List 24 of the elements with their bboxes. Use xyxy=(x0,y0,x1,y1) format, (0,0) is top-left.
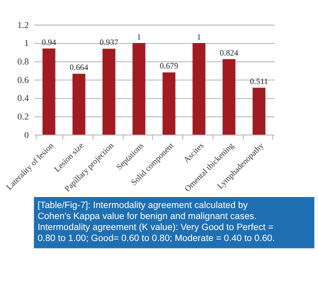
data-label: 1 xyxy=(196,32,202,42)
y-tick-label: 0.8 xyxy=(17,56,30,67)
y-tick-label: 1 xyxy=(24,38,30,48)
data-label: 0.937 xyxy=(100,38,118,48)
bar xyxy=(72,74,86,135)
y-tick-label: 1.2 xyxy=(17,20,30,30)
bar xyxy=(42,48,56,135)
bar xyxy=(132,42,146,135)
y-tick-label: 0.6 xyxy=(17,74,30,85)
bar xyxy=(222,59,236,135)
y-tick-label: 0 xyxy=(24,130,30,140)
bar xyxy=(162,72,176,135)
bar xyxy=(102,48,116,135)
data-label: 0.824 xyxy=(220,48,238,58)
data-label: 0.94 xyxy=(42,38,56,47)
bar xyxy=(192,42,206,135)
y-tick-label: 0.4 xyxy=(17,93,30,104)
y-tick-label: 0.2 xyxy=(17,112,30,122)
bar xyxy=(252,88,266,135)
text: [Table/Fig-7]: Intermodality agreement calculated by Cohen's Kappa value for benign and malignant cases. Intermodality agreement (K value): Very Good to Perfect = 0.80 to 1.00; Good= 0.60 to 0.80; Moderate = 0.40 to 0.60. xyxy=(38,200,275,243)
data-label: 0.679 xyxy=(160,62,178,71)
data-label: 0.664 xyxy=(70,63,88,72)
data-label: 1 xyxy=(136,32,142,42)
data-label: 0.511 xyxy=(250,77,268,86)
